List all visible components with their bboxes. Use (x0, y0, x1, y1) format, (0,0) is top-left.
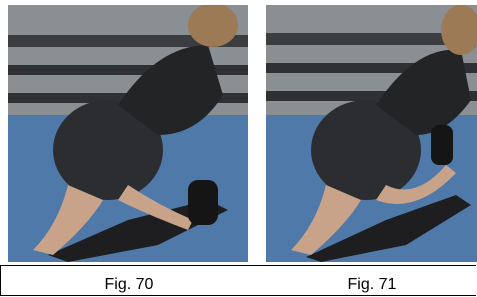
photo-fig-70 (8, 5, 248, 262)
photo-fig-71 (266, 5, 477, 262)
figure-caption: Fig. 70 (29, 276, 229, 294)
figure-caption: Fig. 71 (272, 276, 472, 294)
page: Fig. 70 Fig. 71 (0, 0, 477, 297)
caption-strip: Fig. 70 Fig. 71 (0, 265, 476, 296)
